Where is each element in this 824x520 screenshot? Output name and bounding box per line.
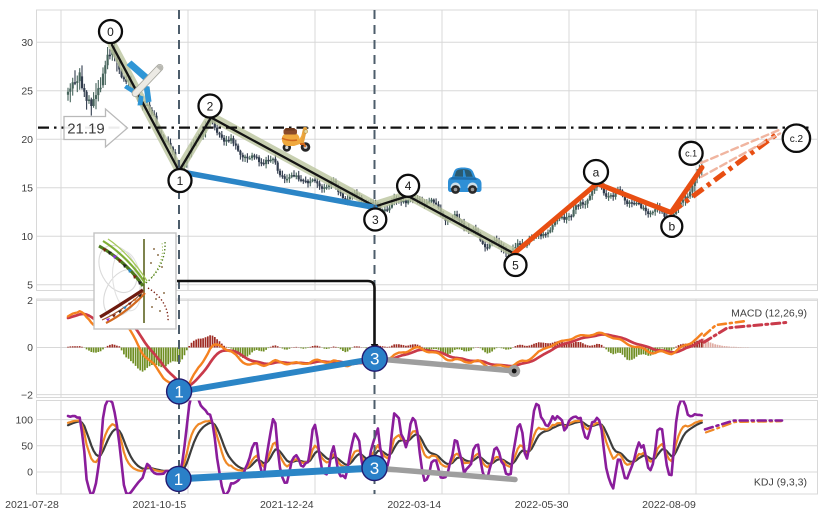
svg-text:2022-05-30: 2022-05-30 xyxy=(515,499,569,511)
svg-text:3: 3 xyxy=(370,350,379,369)
svg-text:2021-12-24: 2021-12-24 xyxy=(260,499,314,511)
svg-text:MACD (12,26,9): MACD (12,26,9) xyxy=(731,308,807,320)
svg-text:0: 0 xyxy=(107,25,114,39)
svg-text:c.1: c.1 xyxy=(685,149,697,159)
svg-text:2021-07-28: 2021-07-28 xyxy=(5,499,59,511)
svg-text:3: 3 xyxy=(370,459,379,478)
svg-text:−2: −2 xyxy=(21,389,33,401)
svg-text:2022-08-09: 2022-08-09 xyxy=(642,499,696,511)
svg-text:2021-10-15: 2021-10-15 xyxy=(133,499,187,511)
svg-text:2022-03-14: 2022-03-14 xyxy=(387,499,441,511)
svg-text:0: 0 xyxy=(27,342,33,354)
svg-text:0: 0 xyxy=(27,467,33,479)
svg-text:c.2: c.2 xyxy=(790,134,804,145)
svg-text:b: b xyxy=(668,220,675,234)
svg-text:4: 4 xyxy=(405,179,412,193)
svg-text:1: 1 xyxy=(174,382,183,401)
svg-text:1: 1 xyxy=(177,174,184,188)
svg-text:100: 100 xyxy=(15,414,33,426)
svg-text:3: 3 xyxy=(372,213,379,227)
svg-text:10: 10 xyxy=(21,231,33,243)
svg-text:30: 30 xyxy=(21,37,33,49)
svg-text:1: 1 xyxy=(174,470,183,489)
svg-text:50: 50 xyxy=(21,441,33,453)
svg-text:20: 20 xyxy=(21,134,33,146)
svg-text:5: 5 xyxy=(27,280,33,292)
svg-text:2: 2 xyxy=(207,99,214,113)
svg-text:5: 5 xyxy=(512,258,519,272)
svg-text:a: a xyxy=(593,165,600,179)
svg-text:15: 15 xyxy=(21,183,33,195)
svg-text:2: 2 xyxy=(27,295,33,307)
svg-text:21.19: 21.19 xyxy=(67,120,105,137)
svg-text:KDJ (9,3,3): KDJ (9,3,3) xyxy=(754,477,807,489)
svg-text:25: 25 xyxy=(21,86,33,98)
